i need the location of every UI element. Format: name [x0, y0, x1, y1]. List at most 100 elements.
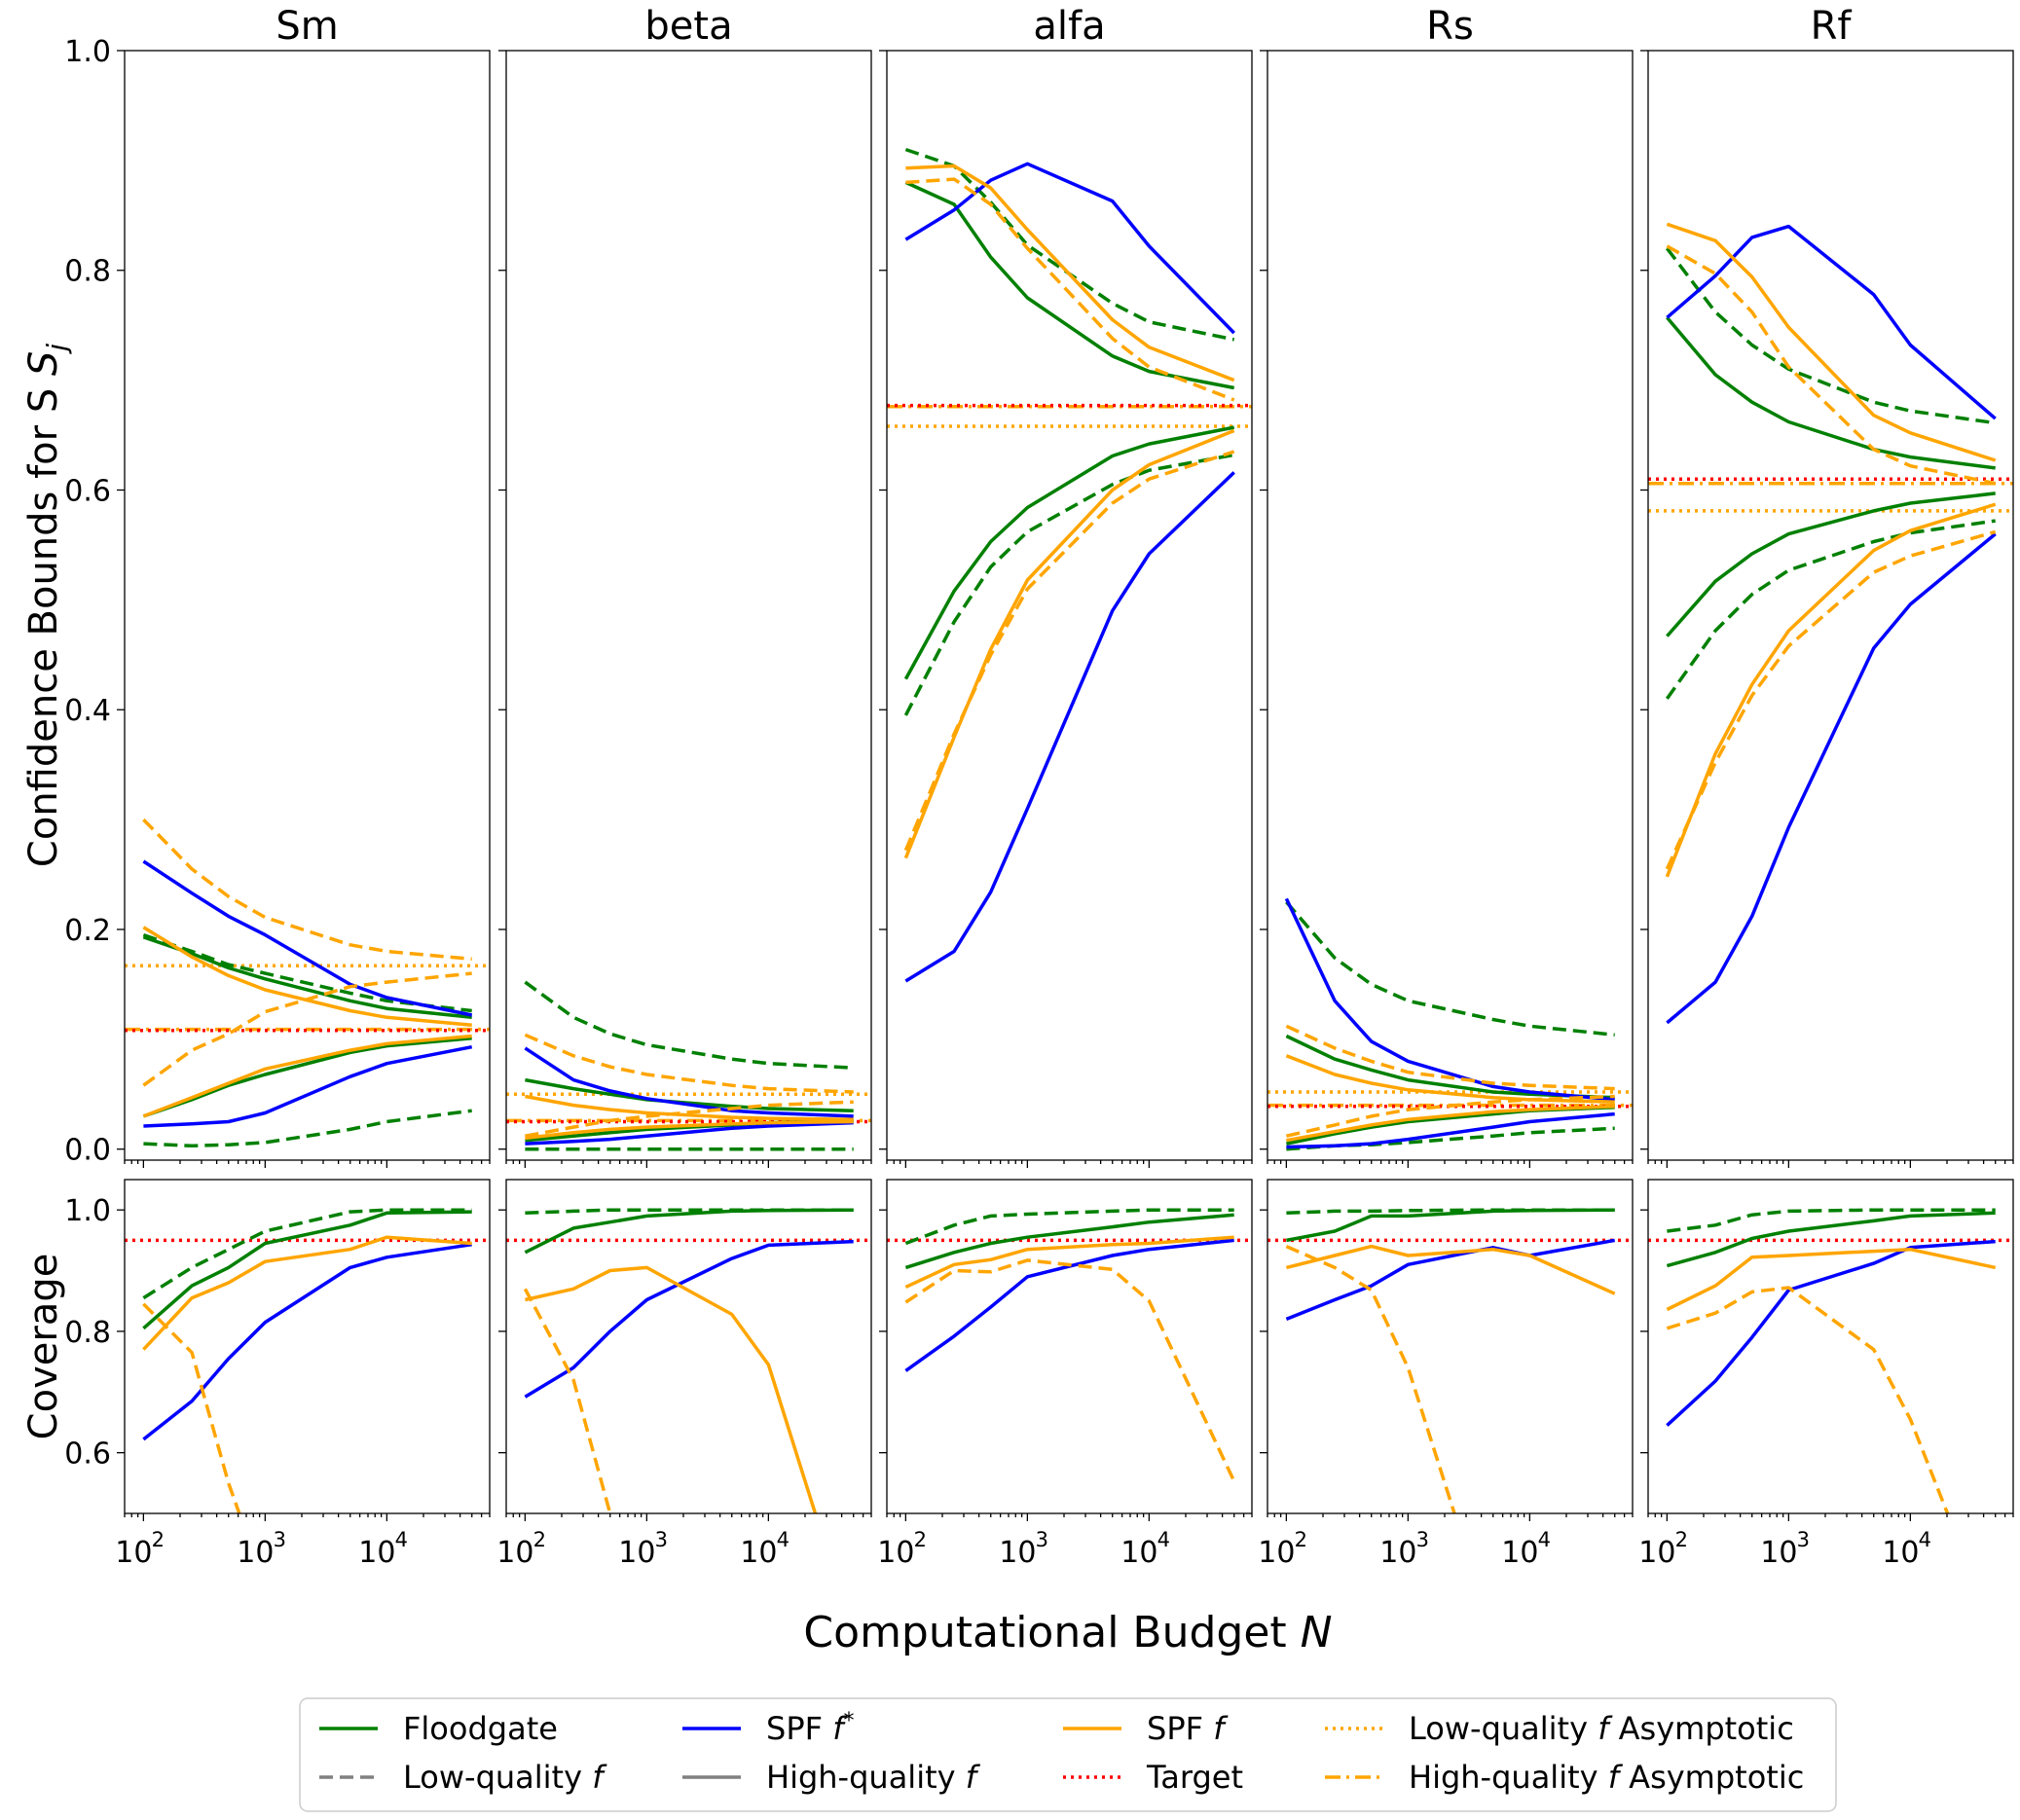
y-tick-label: 1.0 — [64, 1194, 111, 1228]
bound-line — [1284, 897, 1615, 1102]
bounds-frame — [1267, 50, 1634, 1161]
legend-entry-suffix: Asymptotic — [1608, 1710, 1793, 1747]
bounds-axes — [1648, 222, 2013, 1025]
x-tick-label: 10 — [115, 1536, 152, 1570]
bound-line — [1285, 1024, 1615, 1091]
y-axis-label-symbol: S — [21, 351, 66, 376]
coverage-line — [525, 1208, 854, 1216]
bound-line — [525, 1094, 854, 1121]
bound-line — [904, 471, 1235, 983]
x-tick-label: 10 — [1501, 1536, 1538, 1570]
bound-line — [142, 1034, 472, 1118]
bound-line — [1666, 532, 1997, 1025]
bound-line — [1666, 244, 1997, 486]
coverage-line — [1667, 1208, 1996, 1233]
x-tick-exponent: 2 — [152, 1528, 165, 1551]
legend-entry-label: Target — [1146, 1759, 1243, 1796]
bounds-frame — [124, 50, 491, 1161]
x-tick-exponent: 4 — [1157, 1528, 1170, 1551]
panel-title: beta — [644, 4, 732, 49]
legend-entry-superscript: * — [843, 1709, 854, 1733]
x-tick-exponent: 4 — [1919, 1528, 1931, 1551]
bound-line — [1286, 1111, 1615, 1149]
x-tick-label: 10 — [740, 1536, 777, 1570]
bounds-frame — [1647, 50, 2014, 1161]
coverage-axes — [1267, 1208, 1633, 1513]
legend-entry-label: High-quality f Asymptotic — [1409, 1759, 1804, 1796]
bound-line — [143, 1044, 473, 1128]
bound-line — [142, 1036, 472, 1118]
bound-line — [142, 859, 473, 1017]
bound-line — [1665, 519, 1996, 700]
x-tick-label: 10 — [496, 1536, 533, 1570]
x-tick-exponent: 3 — [1797, 1528, 1810, 1551]
coverage-line — [904, 1258, 1236, 1482]
y-tick-label: 1.0 — [64, 35, 111, 69]
bound-line — [524, 1033, 854, 1094]
x-tick-exponent: 4 — [777, 1528, 790, 1551]
bound-line — [143, 1109, 472, 1148]
bound-line — [142, 932, 472, 1013]
bound-line — [1285, 900, 1615, 1037]
coverage-axes — [887, 1208, 1252, 1482]
bound-line — [1666, 222, 1997, 462]
bound-line — [904, 162, 1235, 335]
x-tick-exponent: 3 — [1036, 1528, 1048, 1551]
bound-line — [1666, 224, 1997, 420]
x-tick-exponent: 4 — [1538, 1528, 1551, 1551]
x-tick-label: 10 — [1120, 1536, 1157, 1570]
x-tick-label: 10 — [618, 1536, 655, 1570]
y-tick-label: 0.8 — [64, 255, 111, 289]
bounds-frame — [886, 50, 1253, 1161]
x-tick-label: 10 — [237, 1536, 274, 1570]
bound-line — [903, 428, 1235, 859]
panel-title: Rs — [1426, 4, 1474, 49]
coverage-axes — [125, 1208, 490, 1513]
bound-line — [903, 453, 1235, 716]
coverage-line — [1666, 1247, 1997, 1312]
coverage-line — [1666, 1286, 1950, 1513]
x-tick-exponent: 2 — [533, 1528, 546, 1551]
y-tick-label: 0.6 — [64, 1438, 111, 1472]
bound-line — [1286, 1104, 1615, 1143]
x-tick-label: 10 — [877, 1536, 914, 1570]
x-tick-label: 10 — [1760, 1536, 1797, 1570]
bounds-axes — [506, 980, 871, 1151]
bound-line — [1665, 502, 1997, 878]
bound-line — [1665, 529, 1997, 870]
x-tick-exponent: 4 — [395, 1528, 408, 1551]
y-tick-label: 0.2 — [64, 914, 111, 948]
x-tick-label: 10 — [358, 1536, 395, 1570]
bound-line — [525, 1100, 854, 1138]
legend-entry-label: Floodgate — [403, 1710, 558, 1747]
coverage-line — [904, 1238, 1234, 1372]
bound-line — [525, 1120, 854, 1146]
coverage-line — [1285, 1244, 1456, 1513]
coverage-line — [524, 1239, 854, 1399]
coverage-line — [523, 1288, 612, 1513]
coverage-line — [142, 1242, 472, 1441]
coverage-line — [142, 1235, 472, 1351]
bound-line — [905, 177, 1235, 402]
bound-line — [524, 1046, 854, 1118]
panel-title: alfa — [1033, 4, 1105, 49]
y-axis-label-coverage: Coverage — [21, 1254, 66, 1440]
bound-line — [905, 164, 1235, 382]
coverage-line — [142, 1210, 472, 1330]
bound-line — [1286, 1094, 1615, 1138]
legend-entry-label: Low-quality f Asymptotic — [1409, 1710, 1794, 1747]
coverage-frame — [505, 1179, 872, 1514]
legend-entry-label: SPF f — [1147, 1710, 1229, 1747]
coverage-frame — [124, 1179, 491, 1514]
x-tick-label: 10 — [1882, 1536, 1919, 1570]
x-tick-exponent: 2 — [1295, 1528, 1307, 1551]
coverage-line — [1666, 1211, 1996, 1268]
bound-line — [525, 1119, 854, 1141]
x-tick-label: 10 — [1638, 1536, 1675, 1570]
coverage-line — [1286, 1208, 1615, 1243]
bound-line — [903, 450, 1235, 852]
